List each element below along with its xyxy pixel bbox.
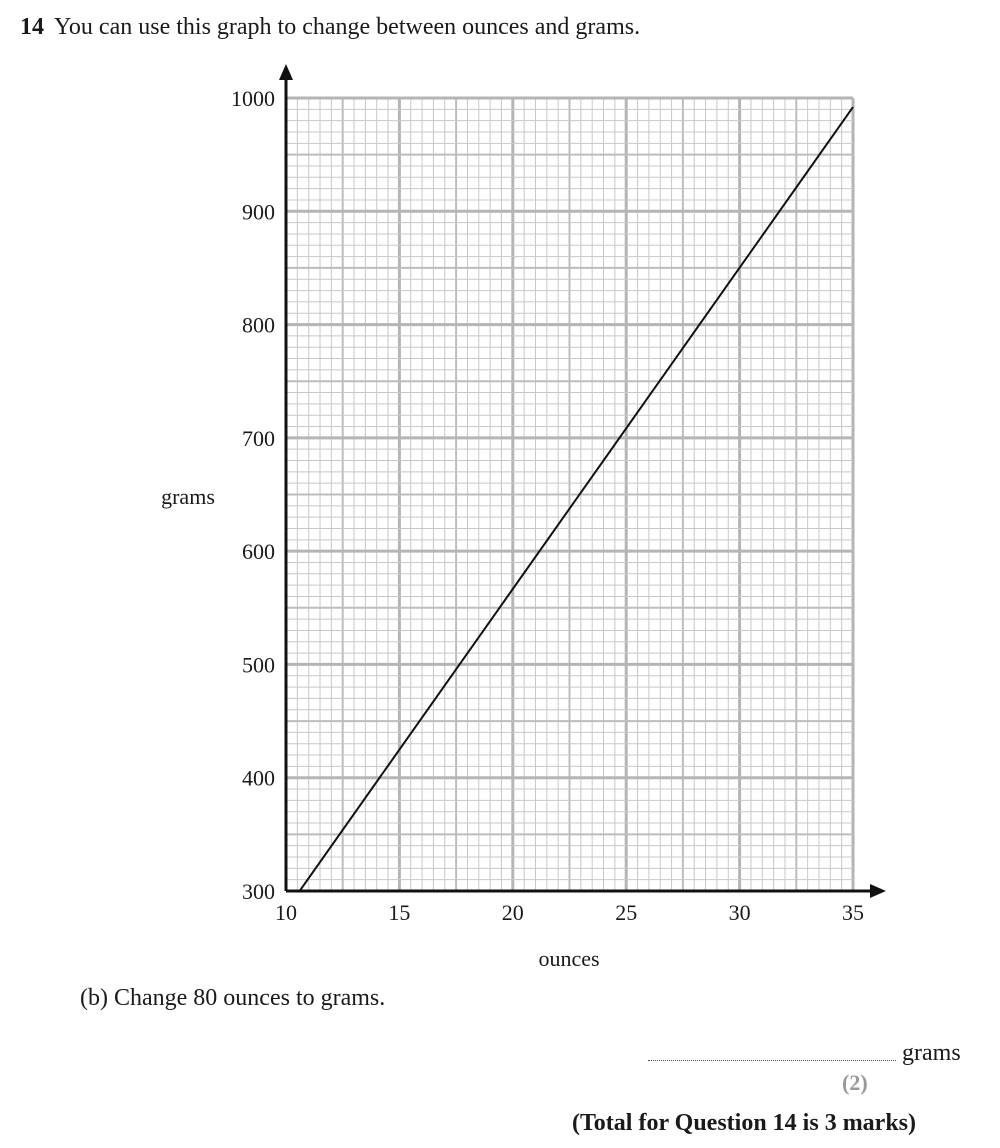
conversion-line xyxy=(298,106,854,892)
axes xyxy=(279,64,886,898)
y-tick-label: 800 xyxy=(242,313,275,338)
x-axis-arrow-icon xyxy=(870,884,886,898)
tick-labels: 10 15 20 25 30 35 300 400 500 600 700 800 900 1000 xyxy=(231,86,864,925)
y-axis-label: grams xyxy=(161,484,215,509)
question-number: 14 xyxy=(20,14,44,40)
y-tick-label: 700 xyxy=(242,426,275,451)
y-tick-label: 500 xyxy=(242,652,275,677)
x-axis-label: ounces xyxy=(538,946,599,971)
answer-input-line[interactable] xyxy=(648,1040,896,1061)
conversion-chart: 10 15 20 25 30 35 300 400 500 600 700 800 900 1000 ou… xyxy=(161,64,886,971)
question-text: You can use this graph to change between… xyxy=(54,14,641,40)
marks-badge: (2) xyxy=(842,1070,868,1095)
x-tick-label: 30 xyxy=(729,900,751,925)
question-header: 14 You can use this graph to change betwe… xyxy=(20,14,640,41)
total-marks: (Total for Question 14 is 3 marks) xyxy=(572,1110,917,1136)
part-b-question: (b) Change 80 ounces to grams. xyxy=(80,985,386,1011)
x-tick-label: 25 xyxy=(615,900,637,925)
x-tick-label: 10 xyxy=(275,900,297,925)
y-tick-label: 900 xyxy=(242,199,275,224)
answer-unit: grams xyxy=(902,1040,961,1066)
y-tick-label: 300 xyxy=(242,879,275,904)
y-tick-label: 600 xyxy=(242,539,275,564)
grid xyxy=(284,96,855,893)
y-axis-arrow-icon xyxy=(279,64,293,80)
x-tick-label: 35 xyxy=(842,900,864,925)
x-tick-label: 15 xyxy=(388,900,410,925)
y-tick-label: 1000 xyxy=(231,86,275,111)
series xyxy=(298,106,854,892)
y-tick-label: 400 xyxy=(242,766,275,791)
x-tick-label: 20 xyxy=(502,900,524,925)
